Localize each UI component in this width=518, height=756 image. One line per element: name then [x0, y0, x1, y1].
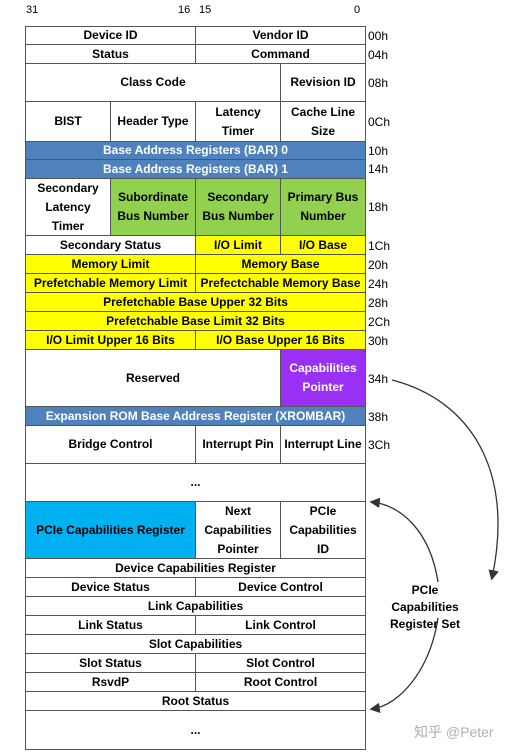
- slot-capabilities-cell: Slot Capabilities: [25, 634, 366, 654]
- cache-line-size-cell: Cache Line Size: [280, 101, 366, 142]
- interrupt-pin-cell: Interrupt Pin: [195, 425, 281, 464]
- capabilities-pointer-cell: Capabilities Pointer: [280, 349, 366, 407]
- offset-20h: 20h: [368, 258, 389, 272]
- offset-10h: 10h: [368, 144, 389, 158]
- header-type-cell: Header Type: [110, 101, 196, 142]
- offset-28h: 28h: [368, 296, 389, 310]
- offset-18h: 18h: [368, 200, 389, 214]
- secondary-latency-timer-cell: Secondary Latency Timer: [25, 178, 111, 236]
- reserved-cell: Reserved: [25, 349, 281, 407]
- offset-2ch: 2Ch: [368, 315, 391, 329]
- bit-label-31: 31: [26, 4, 39, 16]
- primary-bus-number-cell: Primary Bus Number: [280, 178, 366, 236]
- offset-3ch: 3Ch: [368, 438, 391, 452]
- bist-cell: BIST: [25, 101, 111, 142]
- offset-30h: 30h: [368, 334, 389, 348]
- offset-0ch: 0Ch: [368, 115, 391, 129]
- io-base-cell: I/O Base: [280, 235, 366, 255]
- subordinate-bus-number-cell: Subordinate Bus Number: [110, 178, 196, 236]
- bar1-cell: Base Address Registers (BAR) 1: [25, 159, 366, 179]
- bar0-cell: Base Address Registers (BAR) 0: [25, 141, 366, 160]
- offset-14h: 14h: [368, 162, 389, 176]
- pcie-capabilities-register-set-label: PCIe Capabilities Register Set: [389, 583, 461, 631]
- next-capabilities-pointer-cell: Next Capabilities Pointer: [195, 501, 281, 559]
- device-id-cell: Device ID: [25, 26, 196, 45]
- pcie-capabilities-register-cell: PCIe Capabilities Register: [25, 501, 196, 559]
- offset-04h: 04h: [368, 48, 389, 62]
- capabilities-pointer-arrow: [391, 379, 499, 581]
- prefetchable-memory-base-cell: Prefectchable Memory Base: [195, 273, 366, 293]
- secondary-bus-number-cell: Secondary Bus Number: [195, 178, 281, 236]
- pcie-capabilities-id-cell: PCIe Capabilities ID: [280, 501, 366, 559]
- offset-24h: 24h: [368, 277, 389, 291]
- bit-label-15: 15: [199, 4, 212, 16]
- bracket-bottom-arrow: [369, 617, 439, 714]
- ellipsis-cell-2: ...: [25, 710, 366, 750]
- offset-08h: 08h: [368, 76, 389, 90]
- prefetchable-memory-limit-cell: Prefetchable Memory Limit: [25, 273, 196, 293]
- status-cell: Status: [25, 44, 196, 64]
- watermark: 知乎 @Peter: [414, 724, 494, 740]
- offset-38h: 38h: [368, 410, 389, 424]
- bridge-control-cell: Bridge Control: [25, 425, 196, 464]
- class-code-cell: Class Code: [25, 63, 281, 102]
- ellipsis-cell-1: ...: [25, 463, 366, 502]
- expansion-rom-cell: Expansion ROM Base Address Register (XRO…: [25, 406, 366, 426]
- bracket-top-arrow: [369, 497, 439, 583]
- latency-timer-cell: Latency Timer: [195, 101, 281, 142]
- link-capabilities-cell: Link Capabilities: [25, 596, 366, 616]
- offset-1ch: 1Ch: [368, 239, 391, 253]
- revision-id-cell: Revision ID: [280, 63, 366, 102]
- device-control-cell: Device Control: [195, 577, 366, 597]
- bit-label-16: 16: [178, 4, 191, 16]
- offset-00h: 00h: [368, 29, 389, 43]
- memory-base-cell: Memory Base: [195, 254, 366, 274]
- offset-34h: 34h: [368, 372, 389, 386]
- root-control-cell: Root Control: [195, 672, 366, 692]
- bit-label-0: 0: [354, 4, 361, 16]
